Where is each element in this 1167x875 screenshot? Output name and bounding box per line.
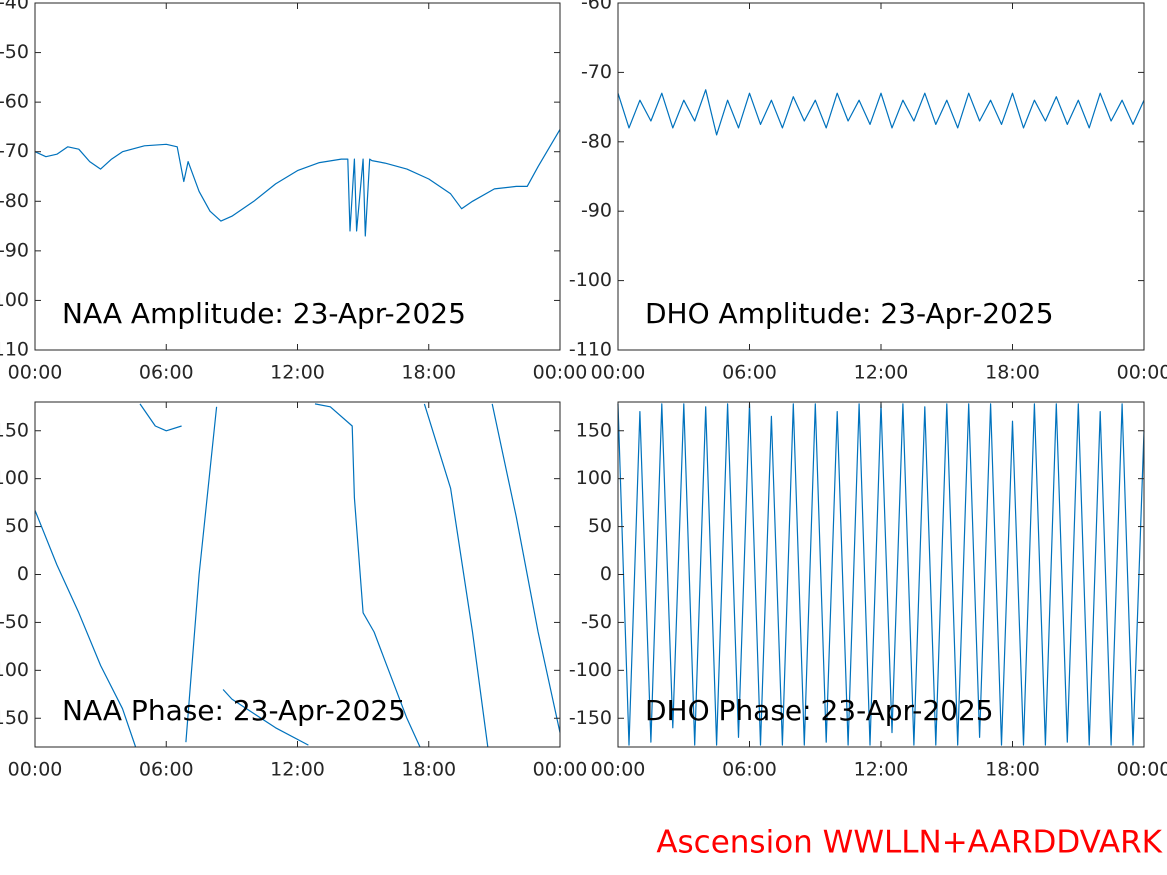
panel-title: DHO Amplitude: 23-Apr-2025 <box>645 297 1054 330</box>
y-tick-label: -50 <box>0 41 29 63</box>
data-line <box>34 403 561 748</box>
y-tick-label: -60 <box>0 91 29 113</box>
x-tick-label: 00:00 <box>533 362 588 384</box>
x-tick-label: 00:00 <box>1117 759 1167 781</box>
y-tick-label: -90 <box>0 239 29 261</box>
y-tick-label: 0 <box>600 563 612 585</box>
y-tick-label: -70 <box>581 61 612 83</box>
x-tick-label: 12:00 <box>270 759 325 781</box>
x-tick-label: 00:00 <box>533 759 588 781</box>
x-tick-label: 18:00 <box>401 759 456 781</box>
y-tick-label: 150 <box>0 419 29 441</box>
y-tick-label: -110 <box>569 339 612 361</box>
y-tick-label: -80 <box>0 190 29 212</box>
x-tick-label: 06:00 <box>139 362 194 384</box>
y-tick-label: 50 <box>588 515 612 537</box>
panel-title: NAA Phase: 23-Apr-2025 <box>62 694 406 727</box>
y-tick-label: -70 <box>0 140 29 162</box>
y-tick-label: 50 <box>5 515 29 537</box>
y-tick-label: -80 <box>581 130 612 152</box>
footer: Ascension WWLLN+AARDDVARK <box>656 825 1162 861</box>
y-tick-label: -100 <box>569 269 612 291</box>
x-tick-label: 12:00 <box>854 362 909 384</box>
x-tick-label: 00:00 <box>8 362 63 384</box>
y-tick-label: -150 <box>569 707 612 729</box>
y-tick-label: -100 <box>569 659 612 681</box>
x-tick-label: 18:00 <box>985 759 1040 781</box>
panel-title: NAA Amplitude: 23-Apr-2025 <box>62 297 466 330</box>
y-tick-label: -50 <box>0 611 29 633</box>
y-tick-label: -100 <box>0 289 29 311</box>
x-tick-label: 12:00 <box>854 759 909 781</box>
y-tick-label: -90 <box>581 200 612 222</box>
y-tick-label: -150 <box>0 707 29 729</box>
y-tick-label: 150 <box>576 419 612 441</box>
x-tick-label: 12:00 <box>270 362 325 384</box>
x-tick-label: 18:00 <box>401 362 456 384</box>
data-line <box>617 89 1145 136</box>
x-tick-label: 00:00 <box>591 362 646 384</box>
y-tick-label: -110 <box>0 339 29 361</box>
x-tick-label: 06:00 <box>139 759 194 781</box>
x-tick-label: 06:00 <box>722 362 777 384</box>
y-tick-label: -40 <box>0 0 29 14</box>
x-tick-label: 18:00 <box>985 362 1040 384</box>
data-line <box>34 129 561 237</box>
y-tick-label: 0 <box>17 563 29 585</box>
x-tick-label: 00:00 <box>591 759 646 781</box>
x-tick-label: 00:00 <box>8 759 63 781</box>
x-tick-label: 00:00 <box>1117 362 1167 384</box>
y-tick-label: -100 <box>0 659 29 681</box>
panel-title: DHO Phase: 23-Apr-2025 <box>645 694 994 727</box>
y-tick-label: 100 <box>0 467 29 489</box>
x-tick-label: 06:00 <box>722 759 777 781</box>
y-tick-label: -60 <box>581 0 612 14</box>
y-tick-label: -50 <box>581 611 612 633</box>
y-tick-label: 100 <box>576 467 612 489</box>
